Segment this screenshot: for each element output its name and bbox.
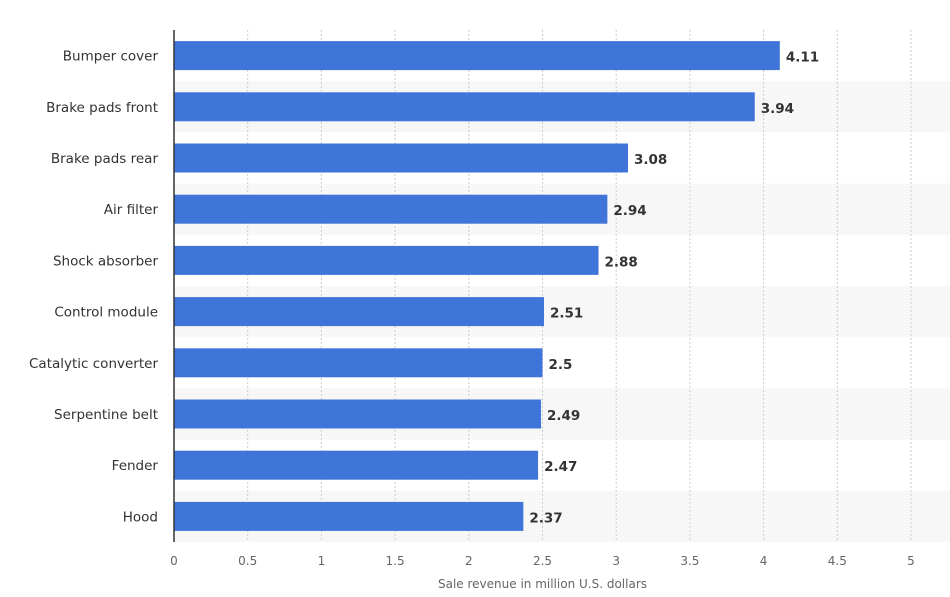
bar xyxy=(174,348,543,378)
data-label: 4.11 xyxy=(786,50,819,66)
x-tick-label: 4.5 xyxy=(828,554,847,568)
bar xyxy=(174,399,542,429)
bar xyxy=(174,297,544,327)
category-label: Hood xyxy=(123,509,158,525)
x-tick-label: 3 xyxy=(612,554,620,568)
x-tick-label: 2 xyxy=(465,554,473,568)
category-label: Brake pads rear xyxy=(51,151,159,167)
category-label: Bumper cover xyxy=(63,49,159,65)
bar xyxy=(174,41,780,71)
data-label: 2.49 xyxy=(547,408,580,424)
data-label: 2.51 xyxy=(550,306,583,322)
bar xyxy=(174,92,755,122)
data-label: 2.47 xyxy=(544,459,577,475)
x-tick-label: 2.5 xyxy=(533,554,552,568)
data-label: 3.94 xyxy=(761,101,794,117)
x-tick-label: 4 xyxy=(760,554,768,568)
bar xyxy=(174,143,628,173)
category-label: Shock absorber xyxy=(53,253,158,269)
data-label: 2.37 xyxy=(529,510,562,526)
x-axis-title: Sale revenue in million U.S. dollars xyxy=(438,577,647,591)
x-tick-label: 1.5 xyxy=(386,554,405,568)
x-tick-label: 1 xyxy=(318,554,326,568)
x-tick-label: 0.5 xyxy=(238,554,257,568)
x-tick-label: 3.5 xyxy=(680,554,699,568)
data-label: 2.88 xyxy=(605,254,638,270)
category-label: Brake pads front xyxy=(46,100,158,116)
x-tick-label: 5 xyxy=(907,554,915,568)
category-label: Catalytic converter xyxy=(29,356,158,372)
data-label: 2.5 xyxy=(549,357,573,373)
category-label: Air filter xyxy=(104,202,159,218)
category-label: Fender xyxy=(112,458,159,474)
bar xyxy=(174,501,524,531)
bar xyxy=(174,450,539,480)
bar xyxy=(174,245,599,275)
x-tick-label: 0 xyxy=(170,554,178,568)
data-label: 3.08 xyxy=(634,152,667,168)
bar xyxy=(174,194,608,224)
category-label: Control module xyxy=(54,305,158,321)
category-label: Serpentine belt xyxy=(54,407,158,423)
data-label: 2.94 xyxy=(613,203,646,219)
